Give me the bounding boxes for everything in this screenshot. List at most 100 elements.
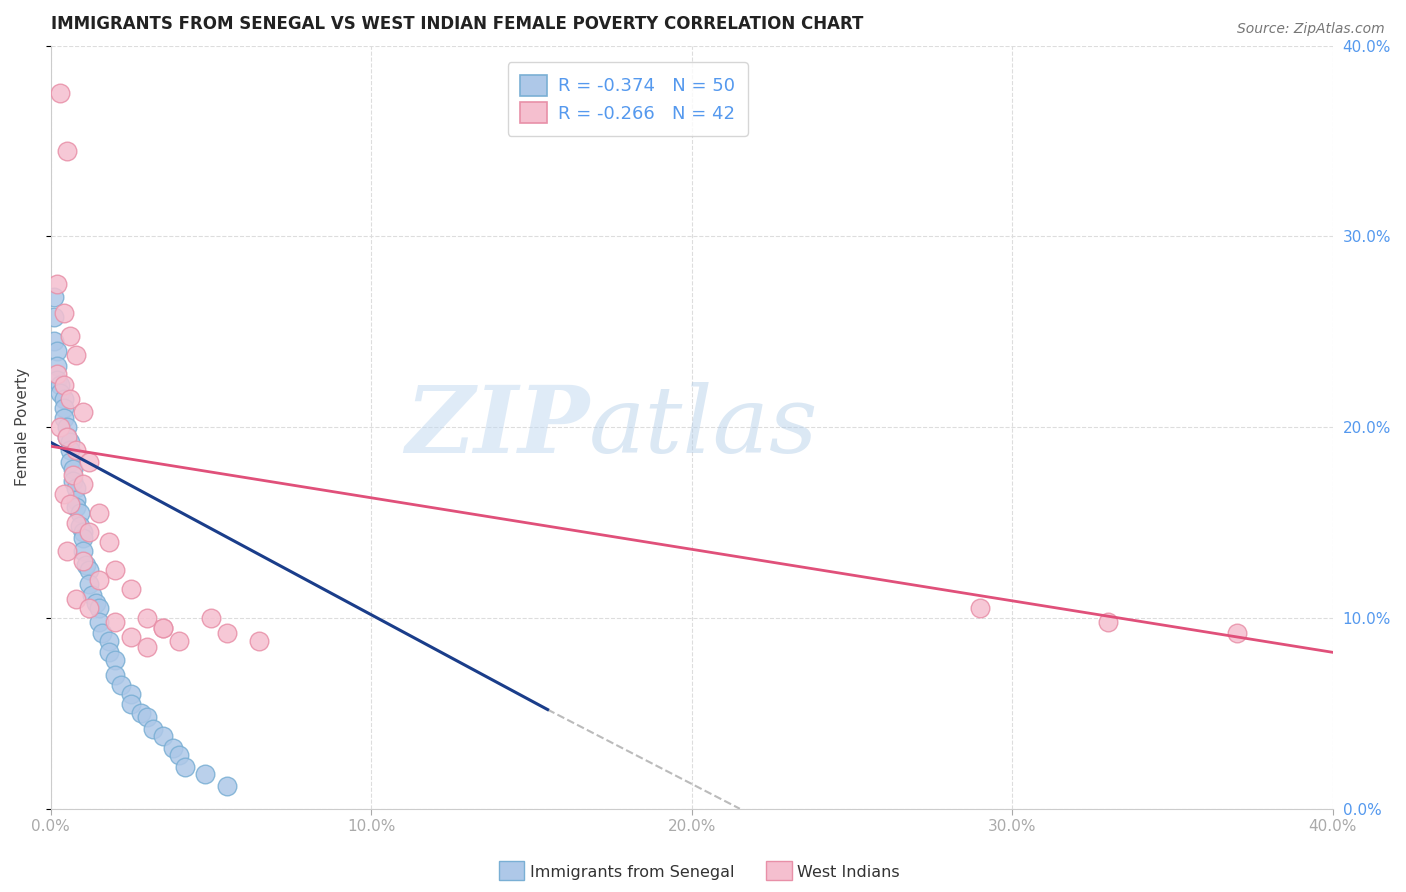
Point <box>194 767 217 781</box>
Point <box>72 525 94 540</box>
Text: Immigrants from Senegal: Immigrants from Senegal <box>530 865 734 880</box>
Point <box>52 401 75 416</box>
Point <box>79 563 101 577</box>
Point <box>49 378 72 392</box>
Point <box>56 144 79 158</box>
Point <box>52 378 75 392</box>
Point <box>42 310 65 324</box>
Point <box>59 392 82 406</box>
Point <box>136 640 159 654</box>
Point <box>104 615 127 629</box>
Point <box>42 334 65 349</box>
Point <box>82 588 104 602</box>
Point <box>52 410 75 425</box>
Point <box>72 554 94 568</box>
Y-axis label: Female Poverty: Female Poverty <box>15 368 30 486</box>
Point <box>52 392 75 406</box>
Point <box>72 477 94 491</box>
Point <box>65 348 87 362</box>
Point <box>72 531 94 545</box>
Point <box>120 582 142 597</box>
Point <box>152 621 174 635</box>
Legend: R = -0.374   N = 50, R = -0.266   N = 42: R = -0.374 N = 50, R = -0.266 N = 42 <box>508 62 748 136</box>
Point <box>136 710 159 724</box>
Point <box>69 506 91 520</box>
Point <box>46 359 69 374</box>
Point <box>217 626 239 640</box>
Point <box>46 367 69 381</box>
Point <box>104 653 127 667</box>
Point <box>104 563 127 577</box>
Point <box>97 633 120 648</box>
Text: West Indians: West Indians <box>797 865 900 880</box>
Point <box>62 467 84 482</box>
Point <box>120 687 142 701</box>
Point <box>174 760 197 774</box>
Point <box>62 474 84 488</box>
Text: IMMIGRANTS FROM SENEGAL VS WEST INDIAN FEMALE POVERTY CORRELATION CHART: IMMIGRANTS FROM SENEGAL VS WEST INDIAN F… <box>51 15 863 33</box>
Point <box>162 740 184 755</box>
Point <box>1097 615 1119 629</box>
Point <box>167 748 190 763</box>
Point <box>72 544 94 558</box>
Point <box>87 506 110 520</box>
Point <box>56 430 79 444</box>
Point <box>56 420 79 434</box>
Point <box>104 668 127 682</box>
Point <box>120 630 142 644</box>
Point <box>200 611 222 625</box>
Point <box>46 372 69 386</box>
Point <box>142 722 165 736</box>
Point <box>79 454 101 468</box>
Point <box>46 343 69 358</box>
Point <box>52 487 75 501</box>
Point <box>167 633 190 648</box>
Point <box>120 697 142 711</box>
Point <box>59 443 82 458</box>
Point <box>69 519 91 533</box>
Point <box>52 306 75 320</box>
Point <box>65 492 87 507</box>
Point <box>110 678 132 692</box>
Point <box>136 611 159 625</box>
Point <box>59 454 82 468</box>
Point <box>56 544 79 558</box>
Point <box>46 277 69 292</box>
Point <box>969 601 991 615</box>
Point <box>84 596 107 610</box>
Point <box>59 496 82 510</box>
Point <box>49 87 72 101</box>
Point <box>247 633 270 648</box>
Text: ZIP: ZIP <box>405 382 589 472</box>
Point <box>59 435 82 450</box>
Text: atlas: atlas <box>589 382 818 472</box>
Point <box>79 525 101 540</box>
Point <box>49 420 72 434</box>
Point <box>87 615 110 629</box>
Point <box>79 601 101 615</box>
Text: Source: ZipAtlas.com: Source: ZipAtlas.com <box>1237 22 1385 37</box>
Point <box>152 621 174 635</box>
Point <box>65 516 87 530</box>
Point <box>217 779 239 793</box>
Point <box>152 729 174 743</box>
Point <box>129 706 152 721</box>
Point <box>65 443 87 458</box>
Point <box>49 385 72 400</box>
Point <box>1226 626 1249 640</box>
Point <box>91 626 114 640</box>
Point <box>97 645 120 659</box>
Point <box>72 405 94 419</box>
Point <box>79 576 101 591</box>
Point <box>65 500 87 515</box>
Point <box>56 430 79 444</box>
Point <box>65 481 87 495</box>
Point <box>62 462 84 476</box>
Point <box>42 291 65 305</box>
Point <box>87 573 110 587</box>
Point <box>65 591 87 606</box>
Point <box>59 328 82 343</box>
Point <box>75 558 97 572</box>
Point <box>97 534 120 549</box>
Point <box>87 601 110 615</box>
